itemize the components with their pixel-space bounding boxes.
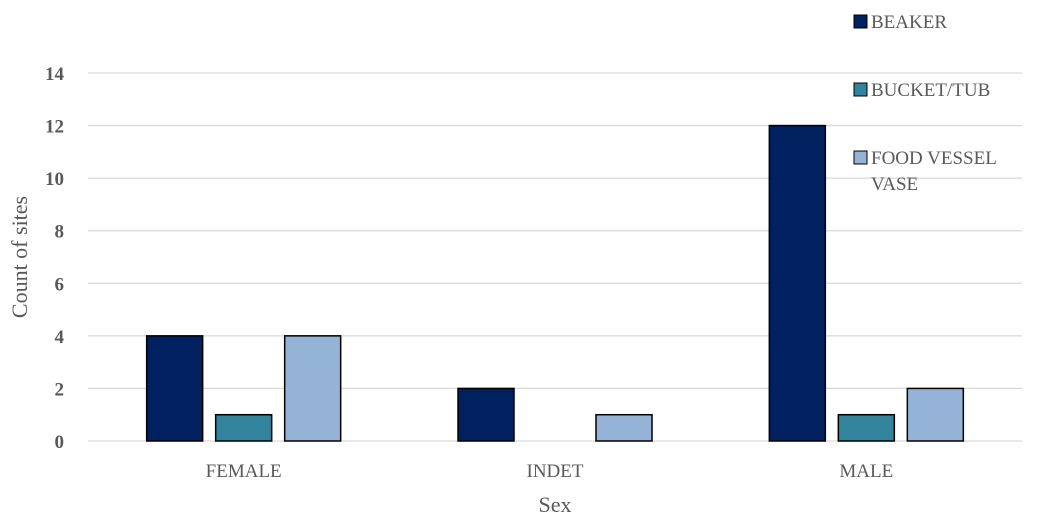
legend-swatch-bucket-tub (853, 82, 868, 97)
y-tick-label-0: 0 (55, 432, 65, 453)
y-tick-label-8: 8 (55, 222, 65, 243)
x-tick-label-indet: INDET (527, 461, 584, 482)
bar-female-food-vessel-vase (283, 335, 342, 442)
y-tick-label-6: 6 (55, 274, 65, 295)
bar-male-food-vessel-vase (906, 387, 965, 442)
y-tick-label-10: 10 (45, 169, 64, 190)
legend-label-beaker: BEAKER (871, 12, 947, 33)
y-axis-label: Count of sites (7, 196, 32, 318)
legend-label-food-vessel-vase-line-2: VASE (871, 174, 918, 195)
bar-indet-food-vessel-vase (595, 413, 653, 442)
legend-swatch-beaker (853, 14, 868, 29)
y-tick-label-2: 2 (55, 379, 65, 400)
x-tick-labels: FEMALE INDET MALE (206, 461, 894, 482)
x-tick-label-male: MALE (839, 461, 893, 482)
bar-male-beaker (768, 124, 827, 442)
legend-swatch-food-vessel-vase (853, 150, 868, 165)
x-tick-label-female: FEMALE (206, 461, 282, 482)
legend-label-food-vessel-vase: FOOD VESSEL (871, 148, 997, 169)
y-tick-label-12: 12 (45, 117, 64, 138)
x-axis-label: Sex (539, 492, 572, 517)
y-tick-label-14: 14 (45, 64, 65, 85)
bar-male-bucket-tub (837, 413, 896, 442)
y-tick-label-4: 4 (55, 327, 65, 348)
bar-female-bucket-tub (214, 413, 273, 442)
bars (145, 124, 965, 442)
y-tick-labels: 0 2 4 6 8 10 12 14 (45, 64, 65, 453)
bar-indet-beaker (457, 387, 515, 442)
legend-label-bucket-tub: BUCKET/TUB (871, 80, 990, 101)
gridlines (88, 72, 1022, 442)
legend: BEAKER BUCKET/TUB FOOD VESSEL VASE (853, 12, 997, 195)
bar-female-beaker (145, 335, 204, 442)
